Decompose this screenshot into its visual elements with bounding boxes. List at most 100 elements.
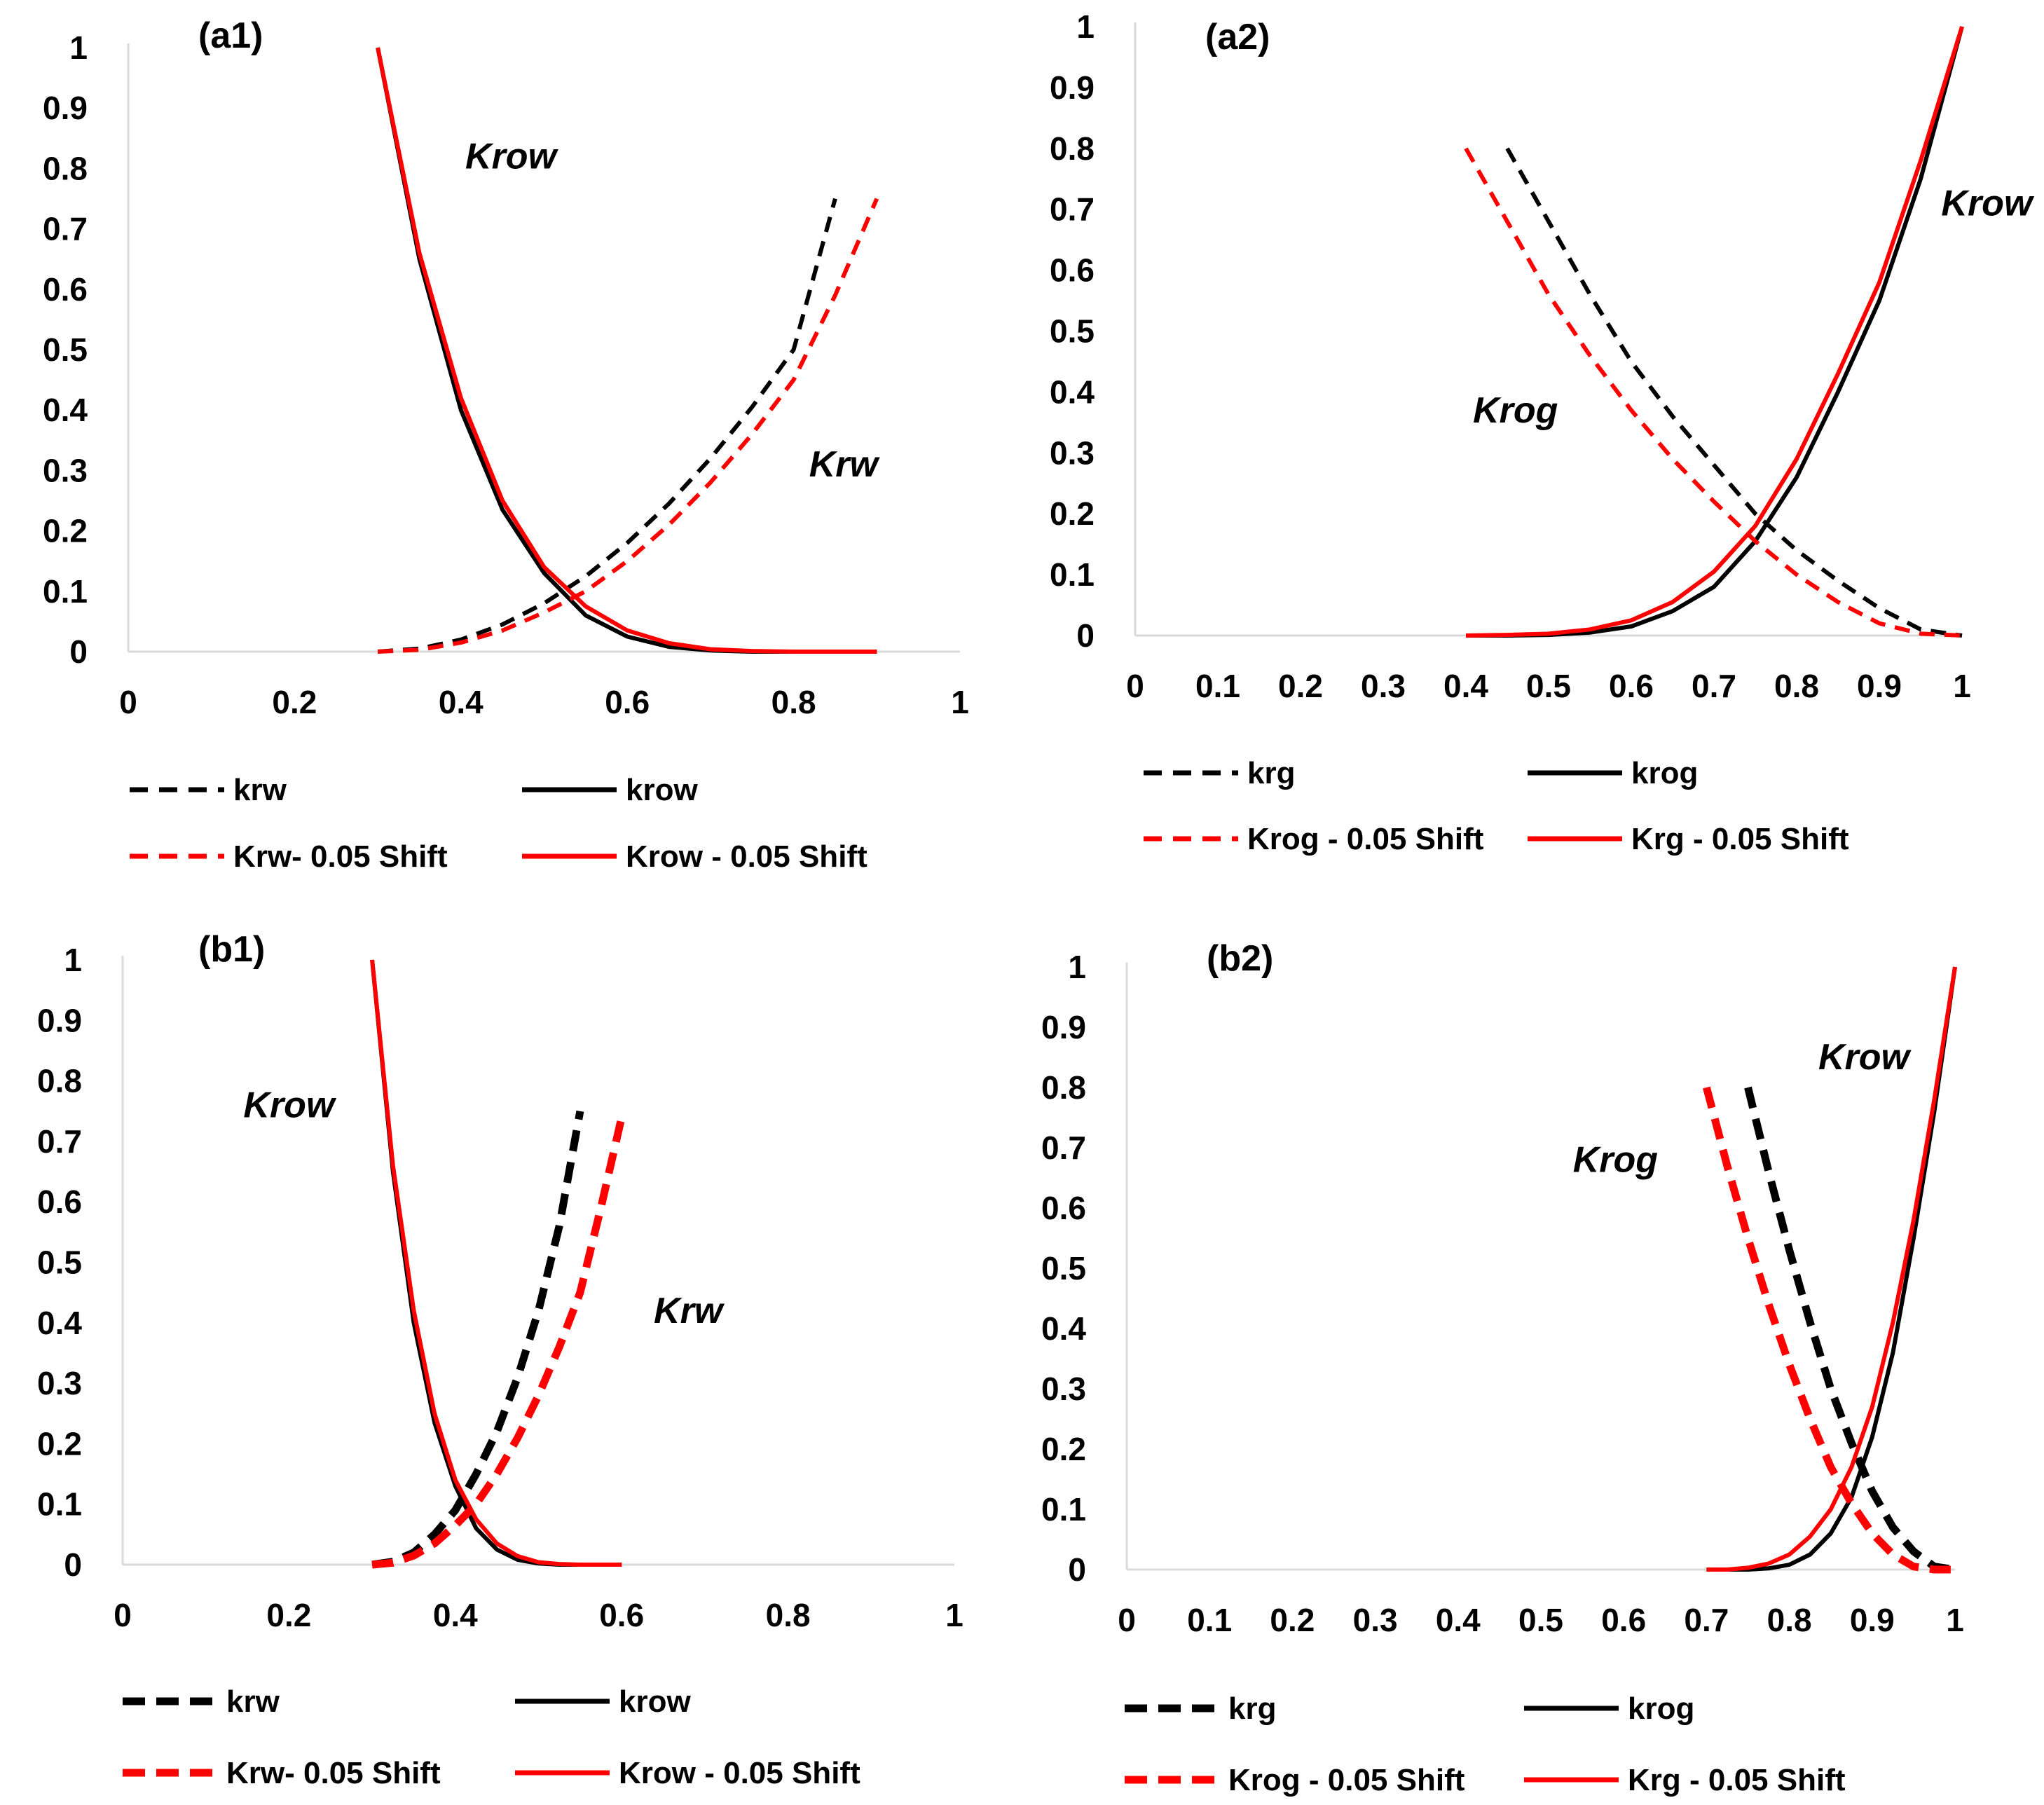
data-point-krw-0-05-shift xyxy=(413,1555,415,1557)
data-point-krw-0-05-shift xyxy=(668,524,670,526)
data-point-krw-0-05-shift xyxy=(392,1562,394,1564)
x-tick-label: 1 xyxy=(1953,668,1971,704)
data-point-krg-0-05-shift xyxy=(1788,1553,1790,1556)
y-tick-label: 1 xyxy=(64,942,82,978)
y-tick-label: 0.1 xyxy=(1050,556,1095,593)
data-point-krow-0-05-shift xyxy=(377,47,379,49)
x-tick-label: 0.6 xyxy=(599,1597,644,1633)
legend-label: Krog - 0.05 Shift xyxy=(1247,822,1484,856)
data-point-krw xyxy=(516,1376,519,1378)
data-point-krog-0-05-shift xyxy=(1851,1502,1853,1504)
data-point-krog-0-05-shift xyxy=(1465,147,1467,149)
data-point-krow-0-05-shift xyxy=(418,252,420,254)
data-point-krog-0-05-shift xyxy=(1507,221,1509,223)
data-point-krg xyxy=(1713,464,1715,466)
data-point-krg xyxy=(1788,1249,1790,1251)
data-point-krog-0-05-shift xyxy=(1933,1569,1935,1571)
data-point-krow-0-05-shift xyxy=(793,651,795,653)
data-point-krw xyxy=(668,502,670,505)
data-point-krw-0-05-shift xyxy=(584,590,587,592)
data-point-krog-0-05-shift xyxy=(1830,1466,1832,1468)
x-tick-label: 0.6 xyxy=(1601,1602,1646,1638)
data-point-krg-0-05-shift xyxy=(1672,601,1674,603)
series-line-krw xyxy=(377,198,837,654)
data-point-krg-0-05-shift xyxy=(1851,1466,1853,1468)
x-tick-label: 0.1 xyxy=(1195,668,1240,704)
data-point-krg-0-05-shift xyxy=(1548,633,1550,635)
data-point-krow-0-05-shift xyxy=(537,1561,540,1563)
data-point-krog xyxy=(1589,631,1591,633)
y-tick-label: 0.9 xyxy=(37,1002,82,1038)
data-point-krw xyxy=(475,1473,477,1475)
data-point-krw-0-05-shift xyxy=(537,1394,540,1396)
data-point-krog-0-05-shift xyxy=(1879,622,1881,624)
data-point-krw xyxy=(709,458,711,460)
x-tick-label: 1 xyxy=(1946,1602,1964,1638)
data-point-krw xyxy=(502,624,504,626)
data-point-krw xyxy=(496,1431,498,1433)
data-point-krog-0-05-shift xyxy=(1706,1087,1708,1089)
data-point-krg xyxy=(1747,1087,1749,1089)
data-point-krw-0-05-shift xyxy=(502,629,504,631)
data-point-krg xyxy=(1871,1490,1873,1492)
data-point-krg-0-05-shift xyxy=(1830,1509,1832,1511)
y-tick-label: 1 xyxy=(69,29,88,66)
data-point-krow-0-05-shift xyxy=(434,1413,436,1415)
data-point-krg xyxy=(1920,629,1922,631)
data-point-krow-0-05-shift xyxy=(579,1564,581,1566)
data-point-krg xyxy=(1507,147,1509,149)
series-line-krg-0-05-shift xyxy=(1465,26,1964,638)
data-point-krw xyxy=(454,1509,456,1511)
data-point-krg-0-05-shift xyxy=(1706,1569,1708,1571)
data-point-krw xyxy=(793,349,795,351)
data-point-krog xyxy=(1713,586,1715,588)
data-point-krg-0-05-shift xyxy=(1755,525,1757,527)
data-point-krog-0-05-shift xyxy=(1912,1565,1914,1567)
legend-label: krow xyxy=(626,773,698,807)
data-point-krg-0-05-shift xyxy=(1809,1535,1811,1537)
data-point-krw-0-05-shift xyxy=(558,1346,561,1348)
y-tick-label: 1 xyxy=(1076,8,1095,45)
data-point-krw-0-05-shift xyxy=(434,1542,436,1544)
curve-annotation: Krow xyxy=(1941,183,2035,224)
x-tick-label: 0.7 xyxy=(1684,1602,1729,1638)
data-point-krow-0-05-shift xyxy=(371,959,373,961)
data-point-krg xyxy=(1589,294,1591,296)
series-line-krog-0-05-shift xyxy=(1464,147,1963,638)
legend-label: Krg - 0.05 Shift xyxy=(1631,822,1849,856)
legend-label: krow xyxy=(619,1684,691,1719)
data-point-krow xyxy=(543,572,545,574)
data-point-krg xyxy=(1912,1551,1914,1553)
data-point-krow-0-05-shift xyxy=(584,605,587,608)
x-tick-label: 0.2 xyxy=(1270,1602,1315,1638)
data-point-krog-0-05-shift xyxy=(1726,1165,1728,1167)
data-point-krw-0-05-shift xyxy=(418,649,420,651)
y-tick-label: 0.4 xyxy=(1050,373,1095,410)
y-tick-label: 0 xyxy=(69,633,88,670)
data-point-krog-0-05-shift xyxy=(1747,1237,1749,1240)
data-point-krw-0-05-shift xyxy=(516,1436,519,1439)
y-tick-label: 0.6 xyxy=(37,1183,82,1220)
x-tick-label: 0.2 xyxy=(272,684,317,720)
x-tick-label: 0.8 xyxy=(766,1597,811,1633)
data-point-krog-0-05-shift xyxy=(1631,409,1633,411)
y-tick-label: 0.2 xyxy=(37,1425,82,1462)
data-point-krg-0-05-shift xyxy=(1912,1219,1914,1221)
data-point-krow xyxy=(502,509,504,511)
x-tick-label: 0.3 xyxy=(1361,668,1406,704)
data-point-krg xyxy=(1830,1388,1832,1390)
legend-label: Krog - 0.05 Shift xyxy=(1228,1763,1465,1797)
x-tick-label: 0.4 xyxy=(439,684,483,720)
y-tick-label: 0.4 xyxy=(1041,1310,1086,1347)
x-tick-label: 1 xyxy=(945,1597,963,1633)
data-point-krow-0-05-shift xyxy=(876,651,878,653)
data-point-krow-0-05-shift xyxy=(460,397,462,399)
data-point-krow-0-05-shift xyxy=(392,1165,394,1167)
series-line-krog-0-05-shift xyxy=(1703,1086,1955,1574)
y-tick-label: 0.1 xyxy=(43,573,88,610)
series-line-krg xyxy=(1744,1086,1956,1574)
y-tick-label: 0.1 xyxy=(1041,1491,1086,1528)
data-point-krw-0-05-shift xyxy=(834,294,836,296)
data-point-krog xyxy=(1837,391,1839,393)
